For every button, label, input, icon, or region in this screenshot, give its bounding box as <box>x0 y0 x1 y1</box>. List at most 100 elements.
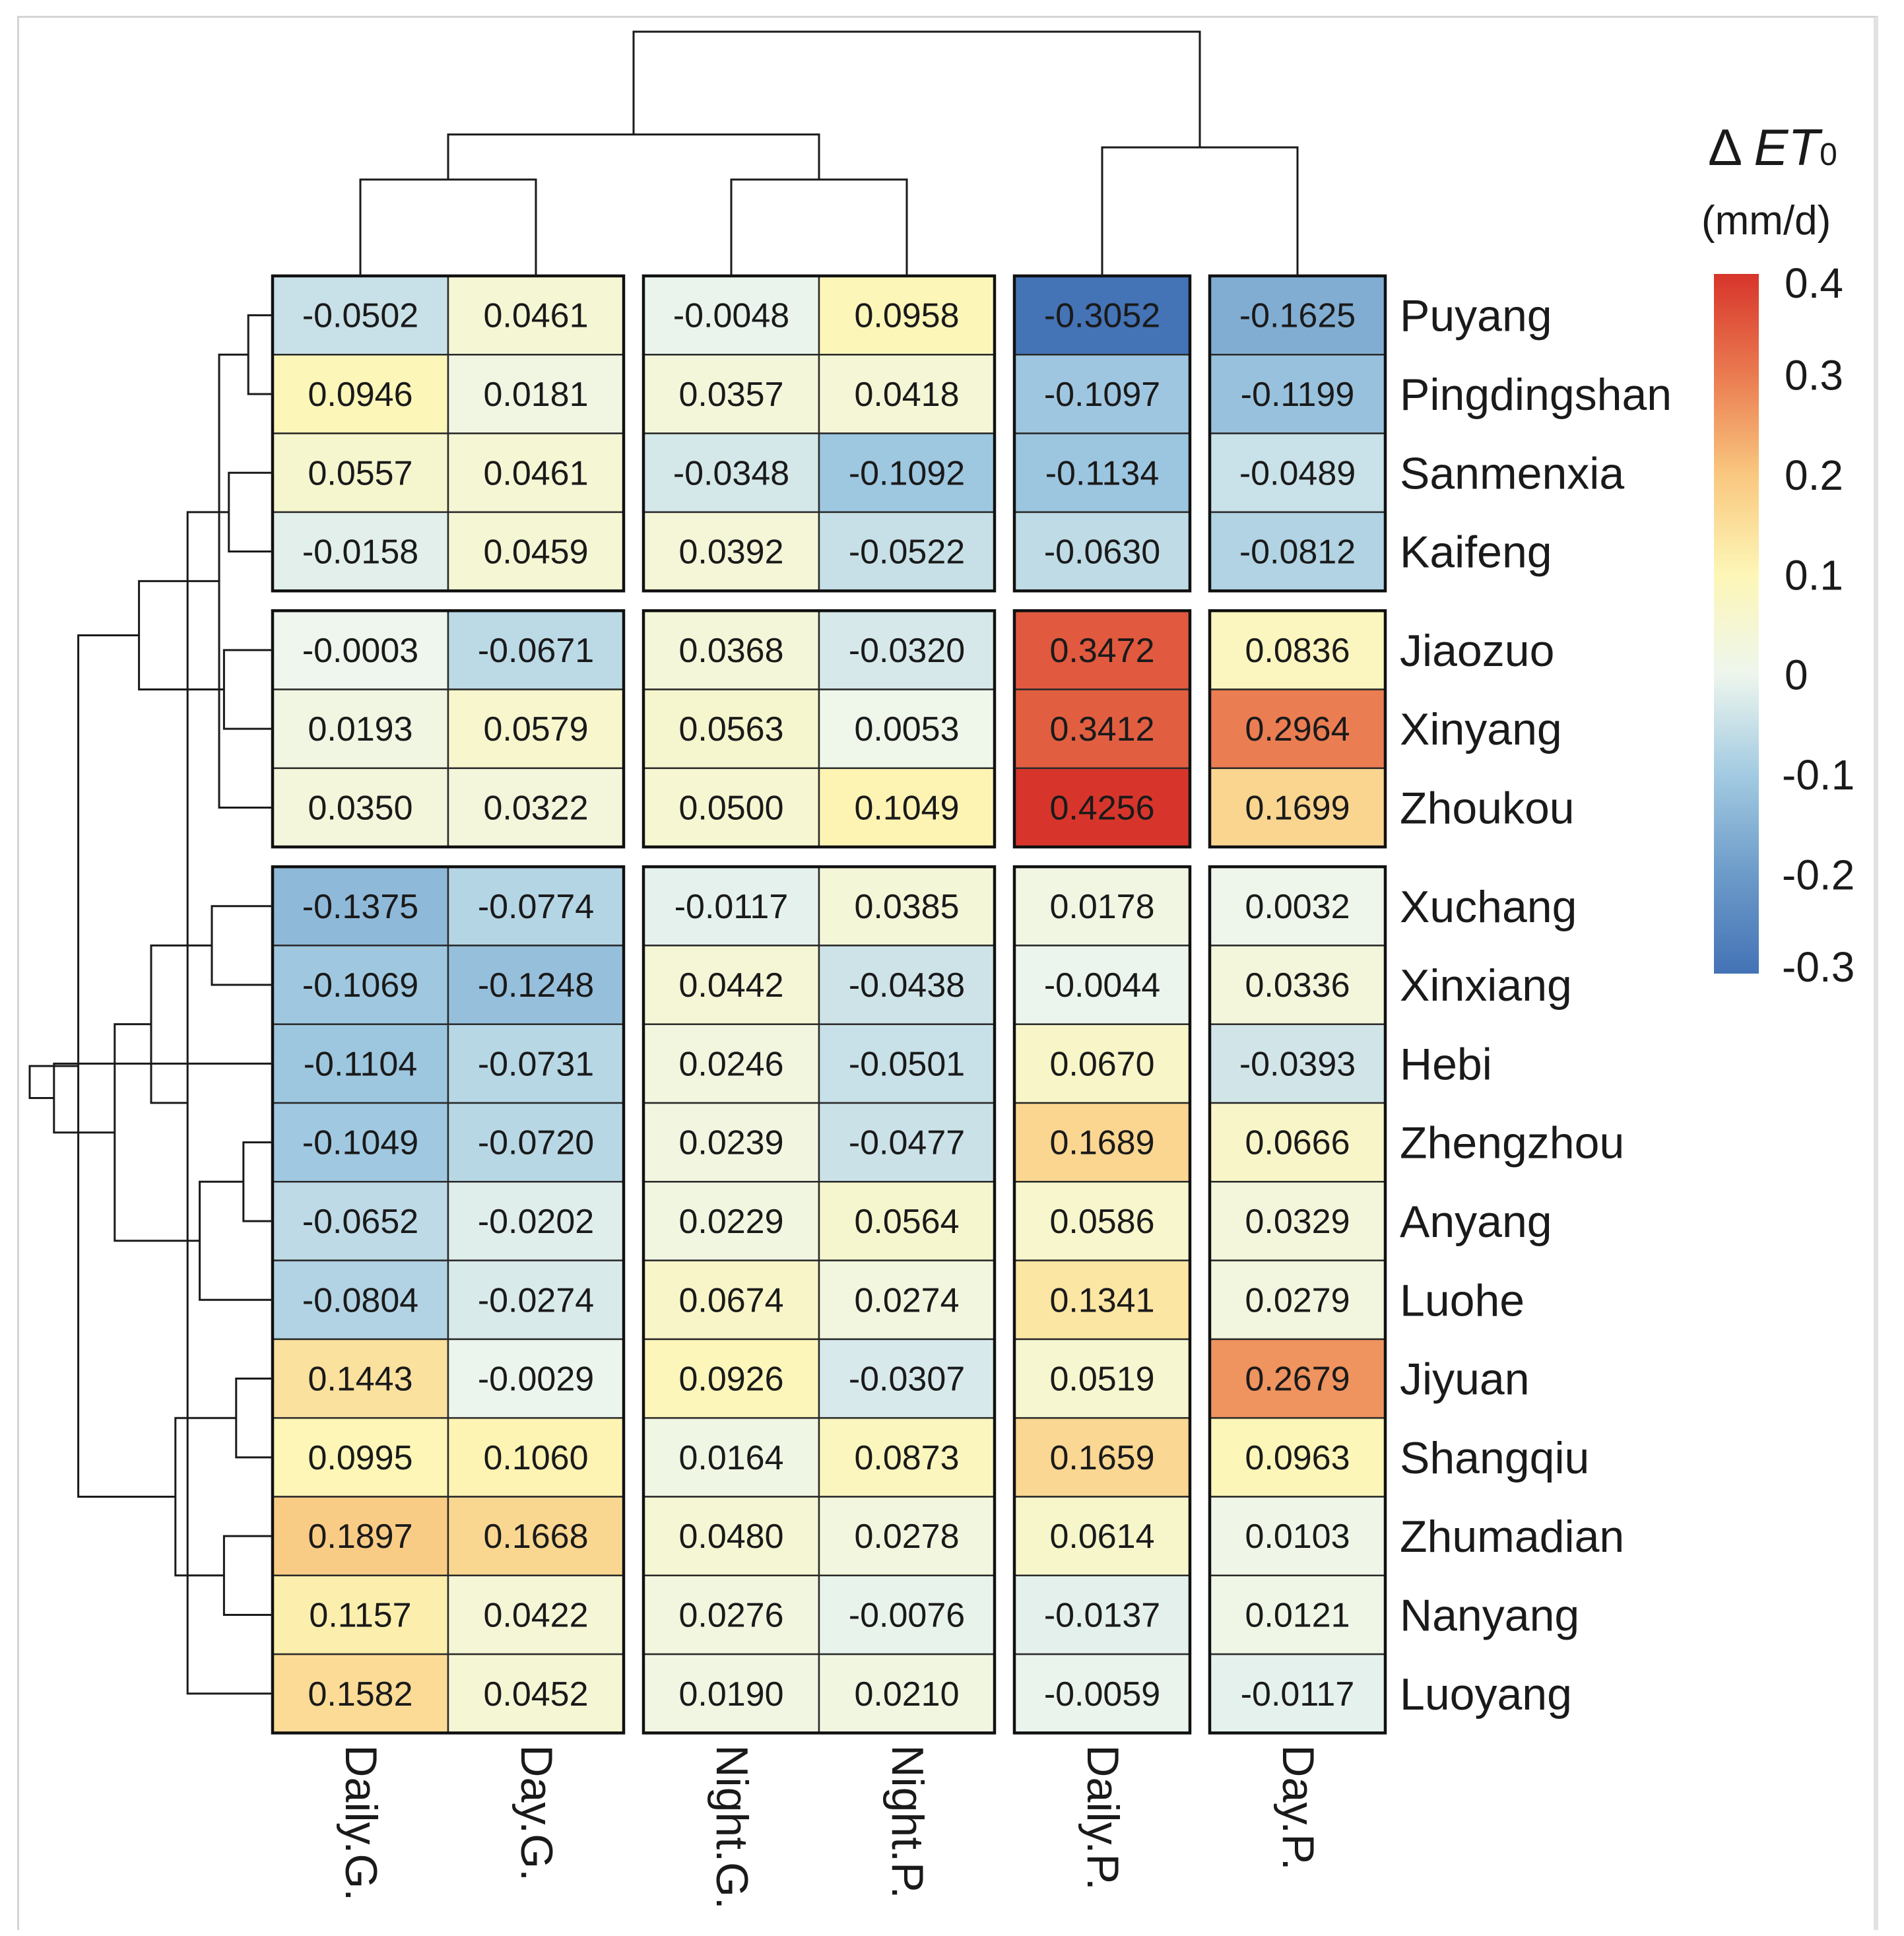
cell-value-label: -0.0117 <box>1241 1675 1355 1714</box>
cell-value-label: 0.0278 <box>854 1518 959 1556</box>
row-dendrogram-branch <box>77 634 176 1498</box>
cell-value-label: 0.0164 <box>678 1439 783 1477</box>
cell-value-label: -0.1134 <box>1045 454 1160 492</box>
cell-value-label: 0.0480 <box>678 1518 783 1556</box>
heatmap-cell <box>818 1259 996 1341</box>
row-dendrogram-branch <box>222 1535 273 1616</box>
heatmap-cell <box>1013 1338 1191 1419</box>
column-dendrogram <box>359 30 1299 276</box>
cell-value-label: -0.0731 <box>478 1045 594 1083</box>
heatmap-cell <box>1013 688 1191 770</box>
legend-color-bar <box>1714 274 1759 974</box>
row-label: Jiaozuo <box>1400 626 1554 676</box>
cell-value-label: -0.1375 <box>302 888 418 926</box>
cell-value-label: 0.0459 <box>483 533 588 572</box>
cell-value-label: 0.0322 <box>483 789 588 827</box>
legend-tick-label: 0.3 <box>1785 351 1843 399</box>
heatmap-cell <box>447 1338 625 1419</box>
column-dendrogram-branch <box>447 133 820 180</box>
heatmap-cell <box>1013 511 1191 592</box>
cell-value-label: 0.2964 <box>1245 710 1350 749</box>
cell-value-label: 0.0926 <box>678 1360 783 1399</box>
column-label: Daily.G. <box>336 1745 386 1901</box>
row-label: Zhoukou <box>1400 783 1575 833</box>
heatmap-cell <box>818 1023 996 1104</box>
figure-frame <box>17 16 1878 1930</box>
cell-value-label: 0.0418 <box>854 376 959 414</box>
heatmap-cell <box>1208 609 1387 690</box>
row-dendrogram-branch <box>247 314 273 395</box>
cell-value-label: -0.1049 <box>302 1124 418 1162</box>
cell-value-label: -0.0059 <box>1044 1675 1160 1714</box>
cell-value-label: 0.0563 <box>678 710 783 749</box>
cell-value-label: 0.0279 <box>1245 1281 1350 1319</box>
heatmap-cell <box>447 688 625 770</box>
legend-units: (mm/d) <box>1701 198 1831 244</box>
column-label: Night.G. <box>707 1745 757 1909</box>
cell-value-label: -0.0438 <box>849 966 965 1005</box>
heatmap-cell <box>1013 1417 1191 1498</box>
heatmap-cell <box>642 1259 820 1341</box>
heatmap-cell <box>818 688 996 770</box>
heatmap-cell <box>1208 354 1387 434</box>
row-label: Pingdingshan <box>1400 370 1672 420</box>
cell-value-label: 0.0873 <box>854 1439 959 1477</box>
cell-value-label: -0.0812 <box>1239 533 1356 572</box>
cell-value-label: 0.1659 <box>1049 1439 1154 1477</box>
legend-tick-label: -0.1 <box>1782 751 1855 799</box>
heatmap-cell <box>1013 945 1191 1025</box>
column-label: Daily.P. <box>1078 1745 1128 1890</box>
row-label: Sanmenxia <box>1400 448 1624 498</box>
heatmap-cell <box>447 609 625 690</box>
cluster-block-outline <box>641 609 997 849</box>
cell-value-label: 0.1443 <box>308 1360 412 1399</box>
heatmap-cell <box>447 1259 625 1341</box>
cluster-block-outline <box>1012 865 1192 1735</box>
color-legend: Δ ET0(mm/d)0.40.30.20.10-0.1-0.2-0.3 <box>1701 118 1855 991</box>
cell-value-label: 0.0121 <box>1245 1596 1350 1634</box>
cell-value-label: -0.0804 <box>302 1281 418 1319</box>
row-dendrogram-branch <box>150 944 212 1104</box>
heatmap-cell <box>1208 865 1387 947</box>
heatmap-cell <box>642 688 820 770</box>
heatmap-cell <box>271 1417 449 1498</box>
row-dendrogram <box>28 314 273 1695</box>
cell-value-label: 0.0666 <box>1245 1124 1350 1162</box>
row-label: Jiyuan <box>1400 1354 1530 1405</box>
row-labels: Puyang Pingdingshan Sanmenxia Kaifeng Jiaozu… <box>1400 291 1672 1719</box>
legend-tick-label: -0.2 <box>1782 851 1855 899</box>
cell-value-label: 0.0836 <box>1245 632 1350 670</box>
cell-value-label: 0.0995 <box>308 1439 412 1477</box>
heatmap-cell <box>1208 432 1387 514</box>
heatmap-cell <box>642 945 820 1025</box>
cell-value-label: -0.0522 <box>849 533 965 572</box>
heatmap-cell <box>1208 1653 1387 1734</box>
cell-value-label: 0.3412 <box>1049 710 1154 749</box>
heatmap-cell <box>447 1181 625 1261</box>
cell-value-label: -0.1104 <box>304 1045 418 1083</box>
heatmap-cell <box>1208 1338 1387 1419</box>
row-dendrogram-branch <box>222 649 273 730</box>
cell-value-label: 0.0452 <box>483 1675 588 1714</box>
heatmap-cell <box>1013 1496 1191 1577</box>
cell-value-label: 0.1668 <box>483 1518 588 1556</box>
heatmap-cell <box>1013 1259 1191 1341</box>
row-label: Xinxiang <box>1400 960 1572 1011</box>
cell-value-label: -0.0502 <box>302 297 418 335</box>
cell-value-label: -0.0630 <box>1044 533 1160 572</box>
cell-value-label: -0.1625 <box>1239 297 1356 335</box>
cell-value-label: 0.0229 <box>678 1203 783 1241</box>
cell-value-label: 0.0963 <box>1245 1439 1350 1477</box>
cell-value-label: -0.0501 <box>849 1045 965 1083</box>
cell-value-label: -0.0393 <box>1239 1045 1356 1083</box>
heatmap-cell <box>447 275 625 356</box>
heatmap-cell <box>447 1574 625 1655</box>
legend-title: Δ ET0 <box>1708 118 1837 176</box>
cluster-block-outline <box>641 274 997 593</box>
row-label: Zhumadian <box>1400 1512 1624 1562</box>
row-dendrogram-branch <box>53 1062 273 1134</box>
row-dendrogram-branch <box>228 471 273 553</box>
legend-tick-label: 0.4 <box>1785 259 1843 307</box>
cell-value-label: -0.0048 <box>673 297 789 335</box>
